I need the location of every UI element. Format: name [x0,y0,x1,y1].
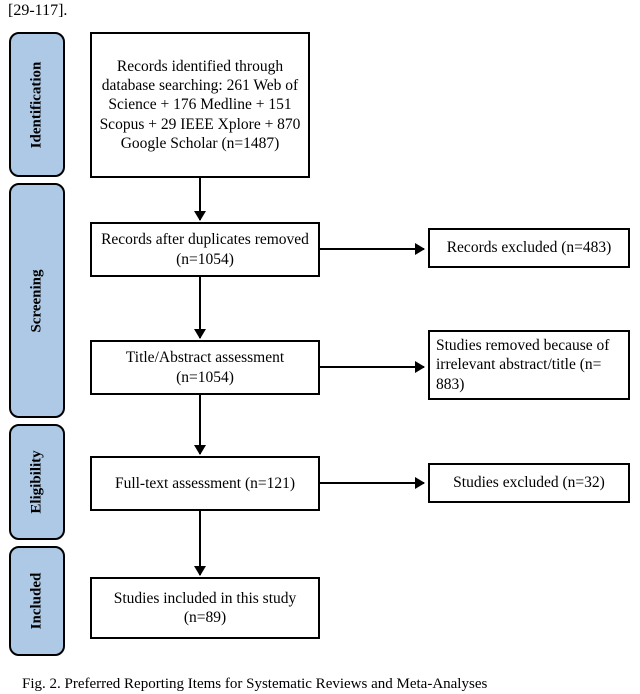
arrow-right-1 [320,248,424,250]
stage-screening: Screening [9,183,65,418]
stage-identification-label: Identification [29,61,46,148]
arrow-down-2 [199,277,201,338]
stage-eligibility: Eligibility [9,424,65,540]
node-records-identified: Records identified through database sear… [90,32,310,178]
page-fragment-text: [29-117]. [8,2,67,20]
stage-eligibility-label: Eligibility [29,450,46,513]
arrow-right-3 [320,482,424,484]
node-excluded-fulltext: Studies excluded (n=32) [428,463,630,503]
stage-included: Included [9,546,65,656]
figure-caption: Fig. 2. Preferred Reporting Items for Sy… [22,676,487,693]
arrow-right-2 [320,366,424,368]
node-fulltext: Full-text assessment (n=121) [90,456,320,511]
node-included: Studies included in this study (n=89) [90,577,320,639]
node-excluded-titleabs: Studies removed because of irrelevant ab… [428,330,630,400]
arrow-down-4 [199,511,201,575]
stage-included-label: Included [29,573,46,630]
node-after-duplicates: Records after duplicates removed (n=1054… [90,222,320,277]
arrow-down-3 [199,395,201,454]
node-title-abstract: Title/Abstract assessment (n=1054) [90,340,320,395]
arrow-down-1 [199,178,201,220]
stage-screening-label: Screening [29,269,46,332]
stage-identification: Identification [9,32,65,177]
node-excluded-duplicates: Records excluded (n=483) [428,228,630,268]
